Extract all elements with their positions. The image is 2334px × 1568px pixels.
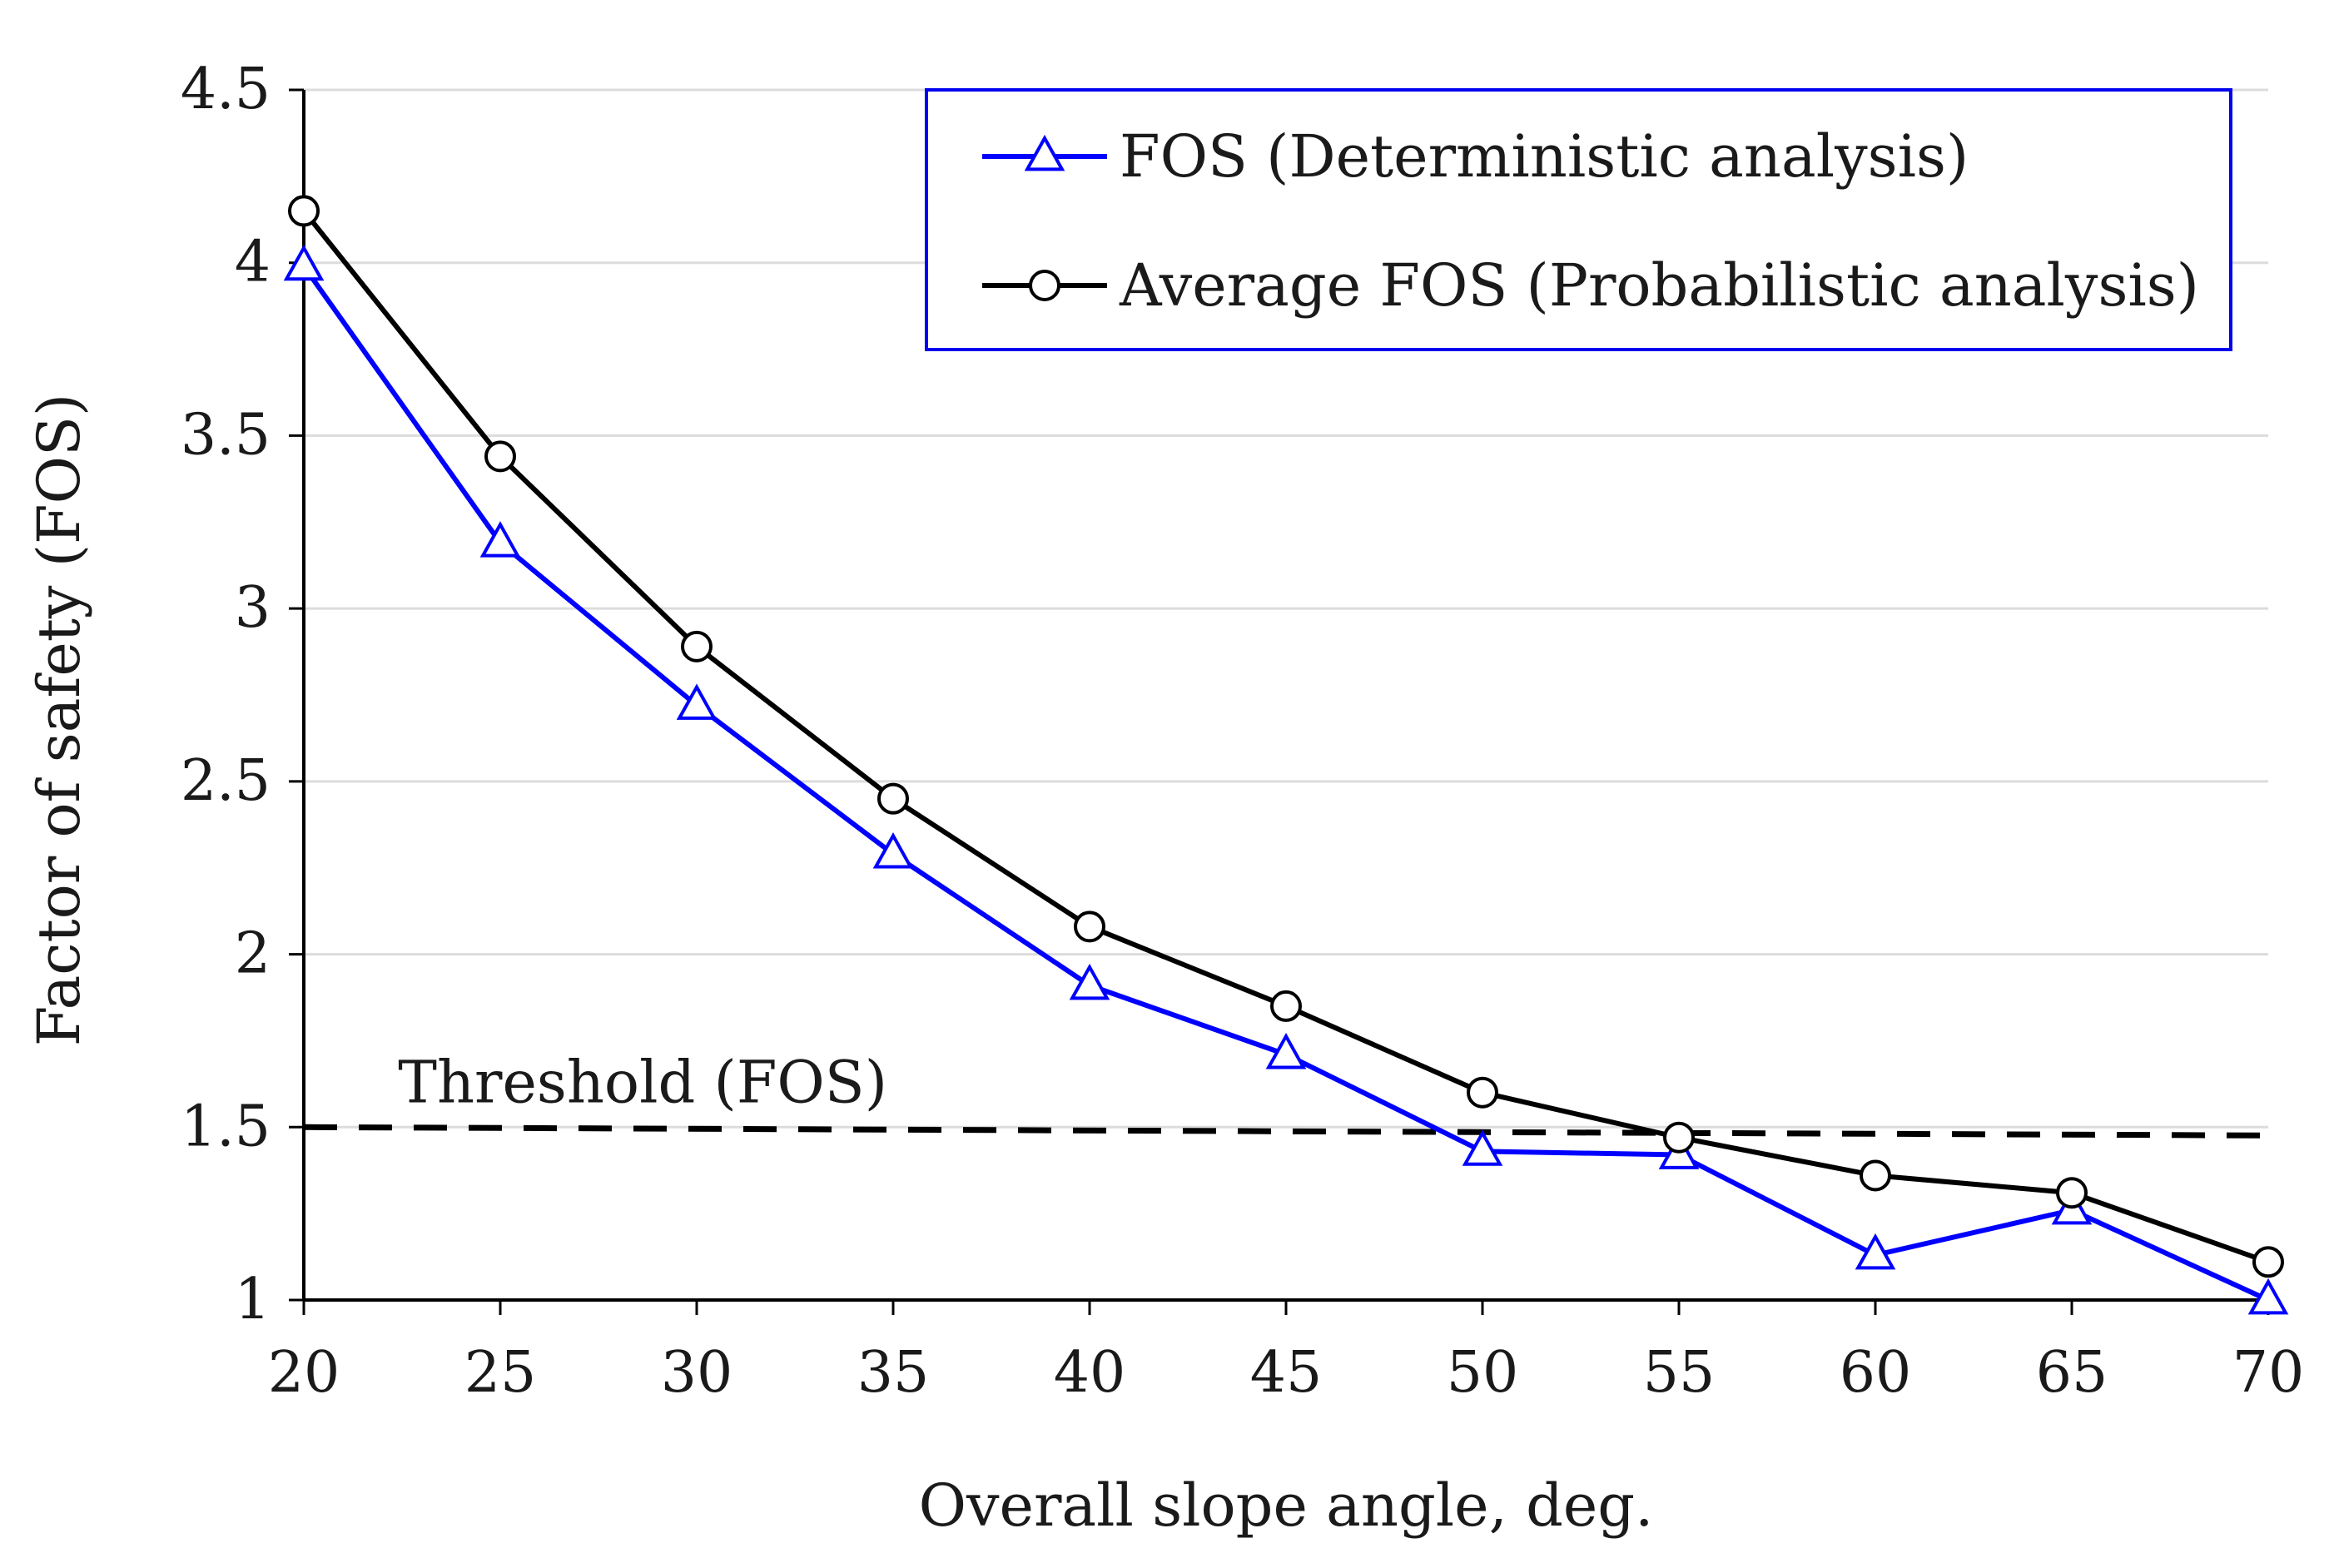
data-point-circle [1467, 1076, 1498, 1109]
data-point-circle [1270, 990, 1302, 1022]
legend-item-1: FOS (Deterministic analysis) [982, 122, 1969, 191]
legend-marker-triangle [1024, 134, 1065, 171]
legend-box [925, 88, 2232, 351]
series [283, 195, 2289, 1315]
y-tick-label: 1 [235, 1267, 271, 1332]
legend-label: Average FOS (Probabilistic analysis) [1119, 251, 2199, 320]
x-tick-label: 50 [1447, 1340, 1519, 1406]
data-point-circle [681, 630, 713, 662]
data-point-circle [1860, 1159, 1891, 1192]
y-tick-label: 2.5 [181, 748, 271, 814]
legend-items: FOS (Deterministic analysis) Average FOS … [982, 122, 2199, 320]
y-tick-label: 3.5 [181, 402, 271, 468]
data-point-circle [2056, 1177, 2088, 1209]
y-tick-label: 3 [235, 575, 271, 641]
series-1 [283, 244, 2289, 1315]
threshold-label: Threshold (FOS) [398, 1048, 887, 1116]
data-point-triangle [872, 831, 914, 869]
x-tick-label: 35 [857, 1340, 930, 1406]
data-point-triangle [676, 683, 718, 720]
threshold: Threshold (FOS) [303, 1048, 2269, 1139]
y-axis-title: Factor of safety (FOS) [25, 394, 93, 1047]
series-2 [288, 195, 2284, 1278]
data-point-circle [1663, 1121, 1695, 1154]
data-point-circle [484, 440, 516, 473]
x-axis-title: Overall slope angle, deg. [919, 1471, 1654, 1540]
data-point-circle [2252, 1246, 2284, 1278]
x-tick-label: 40 [1054, 1340, 1126, 1406]
y-tick-label: 1.5 [181, 1094, 271, 1159]
data-point-circle [877, 782, 909, 815]
data-point-circle [288, 195, 320, 227]
x-tick-labels: 20 25 30 35 40 45 50 55 60 65 70 [268, 1300, 2305, 1406]
legend-label: FOS (Deterministic analysis) [1120, 122, 1969, 191]
data-point-triangle [1462, 1129, 1503, 1166]
x-tick-label: 20 [268, 1340, 340, 1406]
data-point-triangle [479, 521, 521, 558]
y-tick-label: 4.5 [181, 57, 271, 122]
x-tick-label: 25 [464, 1340, 537, 1406]
x-tick-label: 55 [1643, 1340, 1716, 1406]
data-point-triangle [2247, 1278, 2289, 1315]
data-point-circle [1074, 911, 1105, 943]
legend: FOS (Deterministic analysis) Average FOS … [925, 88, 2232, 351]
x-tick-label: 60 [1840, 1340, 1912, 1406]
y-tick-label: 4 [235, 230, 271, 295]
legend-marker-circle [1029, 270, 1060, 301]
data-point-triangle [283, 244, 325, 281]
data-point-triangle [1069, 963, 1110, 1000]
data-point-triangle [1855, 1233, 1896, 1270]
legend-item-2: Average FOS (Probabilistic analysis) [982, 251, 2199, 320]
x-tick-label: 70 [2232, 1340, 2305, 1406]
y-tick-label: 2 [235, 921, 271, 987]
y-tick-labels: 1 1.5 2 2.5 3 3.5 4 4.5 [181, 57, 304, 1332]
data-point-triangle [1265, 1032, 1307, 1069]
x-tick-label: 65 [2036, 1340, 2108, 1406]
x-tick-label: 45 [1250, 1340, 1323, 1406]
x-tick-label: 30 [661, 1340, 733, 1406]
